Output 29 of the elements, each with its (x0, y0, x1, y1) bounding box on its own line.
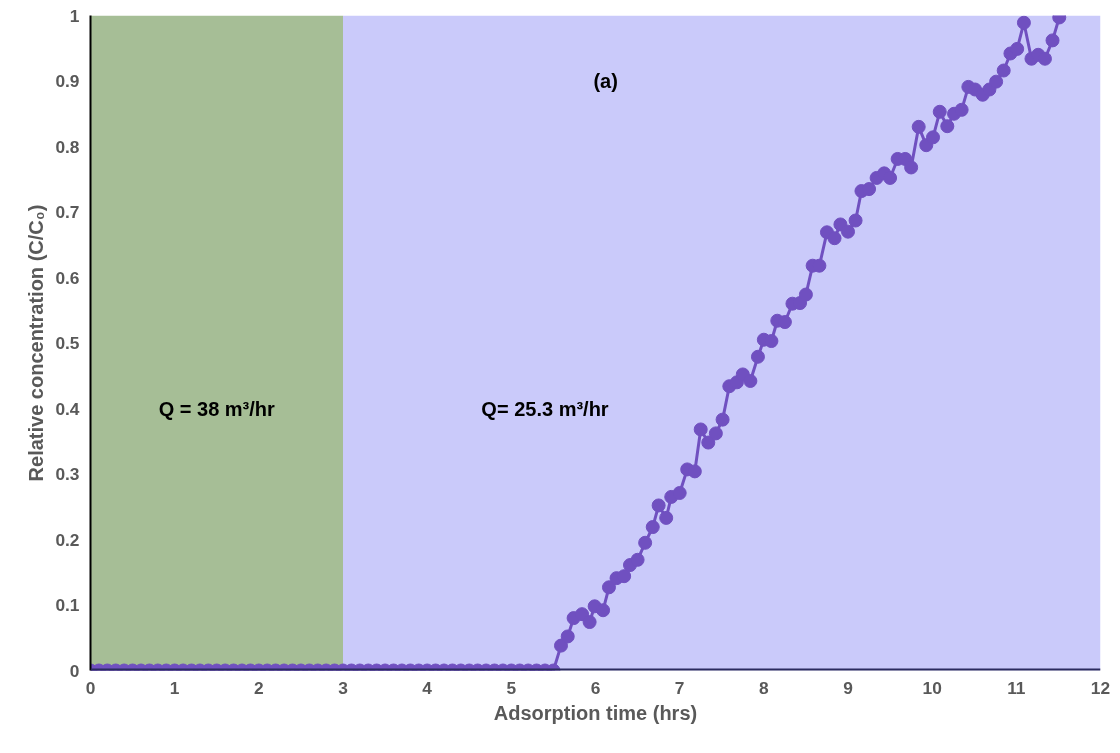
y-tick-label: 0.8 (55, 136, 80, 157)
x-tick-label: 7 (674, 677, 685, 698)
band-label: Q = 38 m³/hr (158, 397, 276, 420)
x-tick-label: 11 (1007, 677, 1026, 698)
y-tick-label: 0.2 (55, 529, 80, 550)
x-tick-label: 3 (338, 677, 349, 698)
x-tick-label: 4 (422, 677, 433, 698)
y-tick-label: 0.6 (55, 267, 80, 288)
x-tick-label: 0 (85, 677, 96, 698)
y-tick-label: 0.3 (55, 464, 80, 484)
x-tick-label: 6 (590, 677, 601, 698)
y-tick-label: 0.9 (55, 71, 80, 91)
x-tick-label: 8 (759, 677, 770, 698)
x-tick-label: 10 (922, 677, 942, 698)
y-axis-title: Relative concentration (C/C₀) (25, 204, 48, 482)
y-tick-label: 0.5 (55, 333, 80, 353)
y-tick-label: 0 (69, 660, 80, 681)
annotation: (a) (593, 70, 618, 92)
x-tick-label: 12 (1090, 677, 1111, 698)
band-label: Q= 25.3 m³/hr (481, 397, 609, 420)
y-tick-label: 0.7 (55, 202, 80, 222)
y-tick-label: 0.1 (55, 595, 80, 615)
y-tick-label: 0.4 (55, 398, 80, 419)
x-tick-label: 5 (506, 677, 517, 698)
x-axis-title: Adsorption time (hrs) (493, 701, 698, 724)
y-tick-label: 1 (69, 5, 80, 26)
x-tick-label: 2 (254, 677, 264, 698)
x-tick-label: 9 (843, 677, 853, 698)
x-tick-label: 1 (169, 677, 180, 698)
